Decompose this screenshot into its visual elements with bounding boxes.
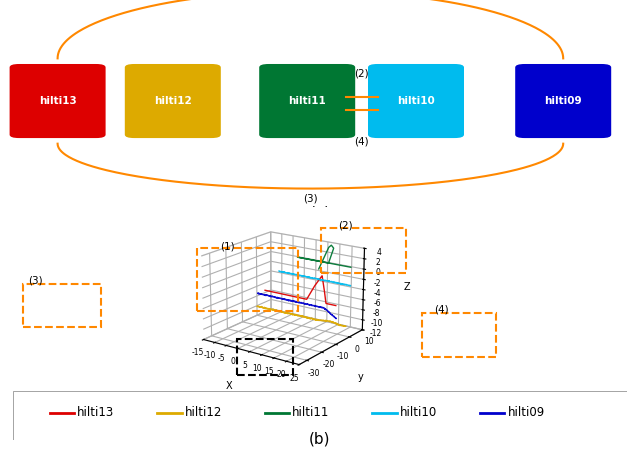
Bar: [422, 313, 495, 357]
Text: (b): (b): [309, 432, 331, 447]
X-axis label: X: X: [226, 381, 233, 391]
Bar: [237, 339, 293, 375]
Text: hilti09: hilti09: [508, 406, 545, 419]
FancyBboxPatch shape: [259, 64, 355, 138]
Text: (4): (4): [434, 304, 448, 314]
Text: hilti12: hilti12: [154, 96, 191, 106]
FancyBboxPatch shape: [10, 64, 106, 138]
Text: (a): (a): [309, 205, 331, 220]
Text: hilti13: hilti13: [77, 406, 115, 419]
Bar: [321, 228, 406, 273]
Y-axis label: y: y: [357, 372, 363, 382]
Text: hilti11: hilti11: [292, 406, 330, 419]
Text: hilti12: hilti12: [185, 406, 222, 419]
FancyBboxPatch shape: [13, 391, 627, 440]
Text: (3): (3): [28, 276, 43, 286]
Text: (2): (2): [338, 220, 353, 230]
FancyBboxPatch shape: [515, 64, 611, 138]
Text: hilti13: hilti13: [39, 96, 76, 106]
Bar: [22, 284, 101, 327]
FancyBboxPatch shape: [125, 64, 221, 138]
Text: hilti10: hilti10: [400, 406, 437, 419]
Text: (1): (1): [220, 242, 234, 251]
Text: (3): (3): [303, 193, 317, 203]
Text: hilti11: hilti11: [289, 96, 326, 106]
Text: hilti09: hilti09: [545, 96, 582, 106]
FancyBboxPatch shape: [368, 64, 464, 138]
Bar: [197, 248, 298, 311]
Text: hilti10: hilti10: [397, 96, 435, 106]
Text: (4): (4): [355, 137, 369, 147]
Text: (2): (2): [355, 69, 369, 79]
